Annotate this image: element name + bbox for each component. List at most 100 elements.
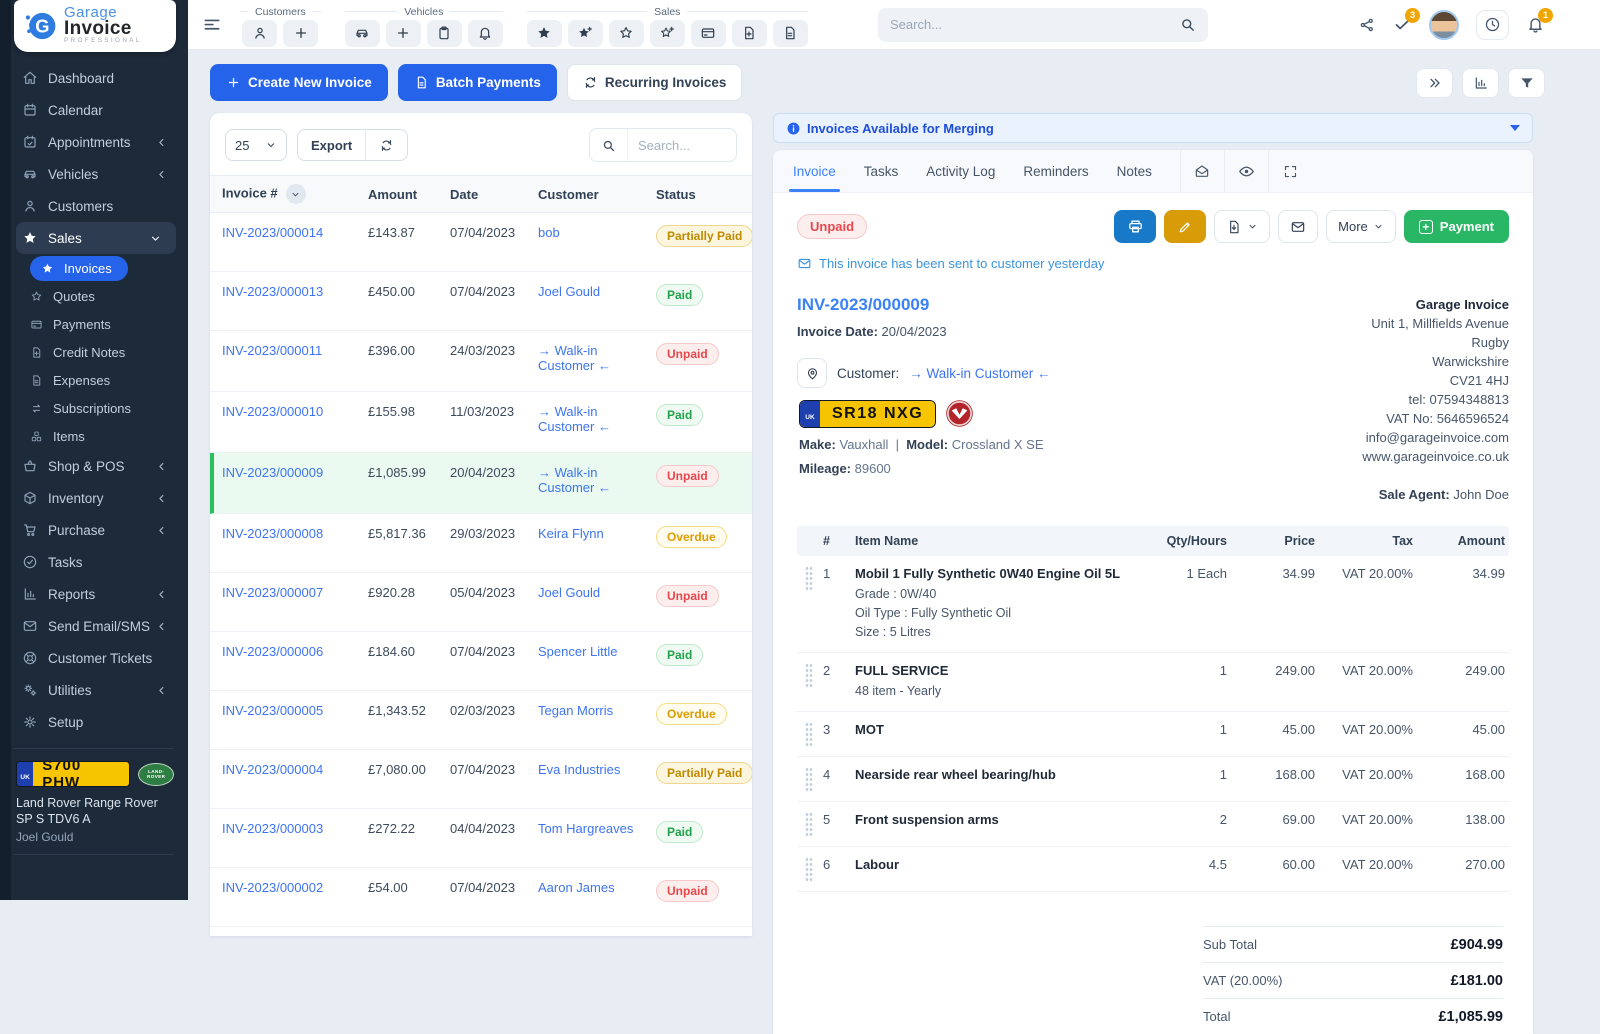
merge-banner[interactable]: Invoices Available for Merging [773,113,1533,143]
user-avatar[interactable] [1429,10,1459,40]
customer-link[interactable]: → Walk-in Customer ← [538,343,656,373]
invoice-row[interactable]: INV-2023/000007 £920.28 05/04/2023 Joel … [210,573,752,632]
drag-handle-icon[interactable] [805,857,813,881]
drag-handle-icon[interactable] [805,722,813,746]
invoice-number-link[interactable]: INV-2023/000011 [222,343,368,358]
invoice-number-link[interactable]: INV-2023/000003 [222,821,368,836]
chevron-down-icon[interactable] [1510,125,1520,131]
recurring-invoices-button[interactable]: Recurring Invoices [567,64,743,101]
history-button[interactable] [1476,10,1509,40]
invoice-row[interactable]: INV-2023/000008 £5,817.36 29/03/2023 Kei… [210,514,752,573]
toolbar-button[interactable] [427,20,462,47]
customer-link[interactable]: Spencer Little [538,644,656,659]
page-size-select[interactable]: 25 [225,129,287,161]
invoice-row[interactable]: INV-2023/000011 £396.00 24/03/2023 → Wal… [210,331,752,392]
sort-button[interactable] [286,184,306,204]
item-row[interactable]: 2 FULL SERVICE48 item - Yearly 1 249.00 … [797,653,1509,712]
invoice-number-link[interactable]: INV-2023/000004 [222,762,368,777]
toolbar-button[interactable] [468,20,503,47]
customer-link[interactable]: → Walk-in Customer ← [538,404,656,434]
invoice-row[interactable]: INV-2023/000013 £450.00 07/04/2023 Joel … [210,272,752,331]
customer-link[interactable]: Tom Hargreaves [538,821,656,836]
toolbar-button[interactable] [345,20,380,47]
statistics-button[interactable] [1462,68,1499,98]
customer-link[interactable]: bob [538,225,656,240]
collapse-panel-button[interactable] [1416,68,1453,98]
detail-customer-link[interactable]: → Walk-in Customer ← [909,366,1050,381]
toolbar-button[interactable] [609,20,644,47]
sidebar-item[interactable]: Items [16,422,182,450]
approvals-button[interactable]: 3 [1393,15,1412,34]
sidebar-item[interactable]: Setup [16,706,182,738]
detail-tab[interactable]: Invoice [793,150,836,192]
drag-handle-icon[interactable] [805,566,813,590]
customer-link[interactable]: Joel Gould [538,585,656,600]
edit-button[interactable] [1164,210,1206,243]
invoice-row[interactable]: INV-2023/000009 £1,085.99 20/04/2023 → W… [210,453,752,514]
sidebar-item[interactable]: Sales [16,222,176,254]
item-row[interactable]: 1 Mobil 1 Fully Synthetic 0W40 Engine Oi… [797,556,1509,653]
toolbar-button[interactable] [242,20,277,47]
toolbar-button[interactable] [527,20,562,47]
search-icon[interactable] [1179,16,1196,33]
active-vehicle-card[interactable]: UK S700 PHW LAND-ROVER Land Rover Range … [0,759,188,844]
item-row[interactable]: 6 Labour 4.5 60.00 VAT 20.00% 270.00 [797,847,1509,892]
sidebar-item[interactable]: Send Email/SMS [16,610,182,642]
sidebar-item[interactable]: Dashboard [16,62,182,94]
add-payment-button[interactable]: +Payment [1404,210,1509,243]
detail-tab[interactable]: Notes [1117,150,1152,192]
customer-location-button[interactable] [797,358,827,388]
drag-handle-icon[interactable] [805,812,813,836]
invoice-number-link[interactable]: INV-2023/000013 [222,284,368,299]
sidebar-item[interactable]: Calendar [16,94,182,126]
sidebar-item[interactable]: Payments [16,310,182,338]
invoice-number-link[interactable]: INV-2023/000014 [222,225,368,240]
print-button[interactable] [1114,210,1156,243]
sidebar-item[interactable]: Reports [16,578,182,610]
email-invoice-button[interactable] [1180,150,1224,192]
notifications-button[interactable]: 1 [1526,15,1545,34]
customer-link[interactable]: Aaron James [538,880,656,895]
detail-tab[interactable]: Activity Log [926,150,995,192]
send-email-button[interactable] [1278,210,1318,243]
toolbar-button[interactable] [386,20,421,47]
sidebar-item[interactable]: Customer Tickets [16,642,182,674]
sidebar-item[interactable]: Appointments [16,126,182,158]
invoice-number-link[interactable]: INV-2023/000006 [222,644,368,659]
sidebar-item[interactable]: Quotes [16,282,182,310]
app-logo[interactable]: G Garage Invoice PROFESSIONAL [14,0,176,52]
invoice-row[interactable]: INV-2023/000004 £7,080.00 07/04/2023 Eva… [210,750,752,809]
more-button[interactable]: More [1326,210,1396,243]
invoice-number-link[interactable]: INV-2023/000002 [222,880,368,895]
toolbar-button[interactable] [650,20,685,47]
global-search-input[interactable] [890,17,1179,32]
toolbar-button[interactable] [773,20,808,47]
item-row[interactable]: 3 MOT 1 45.00 VAT 20.00% 45.00 [797,712,1509,757]
sidebar-item[interactable]: Inventory [16,482,182,514]
preview-button[interactable] [1224,150,1268,192]
customer-link[interactable]: Tegan Morris [538,703,656,718]
list-search-input[interactable] [628,138,736,153]
share-button[interactable] [1358,16,1376,34]
invoice-number-link[interactable]: INV-2023/000007 [222,585,368,600]
refresh-list-button[interactable] [365,130,407,160]
sidebar-item[interactable]: Vehicles [16,158,182,190]
invoice-number-link[interactable]: INV-2023/000005 [222,703,368,718]
invoice-row[interactable]: INV-2023/000002 £54.00 07/04/2023 Aaron … [210,868,752,927]
toolbar-button[interactable] [568,20,603,47]
sidebar-item[interactable]: Credit Notes [16,338,182,366]
invoice-row[interactable]: INV-2023/000005 £1,343.52 02/03/2023 Teg… [210,691,752,750]
sidebar-item[interactable]: Invoices [16,254,182,282]
item-row[interactable]: 5 Front suspension arms 2 69.00 VAT 20.0… [797,802,1509,847]
sidebar-item[interactable]: Shop & POS [16,450,182,482]
toolbar-button[interactable] [691,20,726,47]
create-new-invoice-button[interactable]: Create New Invoice [210,64,388,101]
fullscreen-button[interactable] [1268,150,1312,192]
search-icon[interactable] [590,129,628,161]
item-row[interactable]: 4 Nearside rear wheel bearing/hub 1 168.… [797,757,1509,802]
invoice-row[interactable]: INV-2023/000014 £143.87 07/04/2023 bob P… [210,213,752,272]
sidebar-item[interactable]: Purchase [16,514,182,546]
export-button[interactable]: Export [298,130,365,160]
detail-tab[interactable]: Tasks [864,150,899,192]
sidebar-item[interactable]: Subscriptions [16,394,182,422]
